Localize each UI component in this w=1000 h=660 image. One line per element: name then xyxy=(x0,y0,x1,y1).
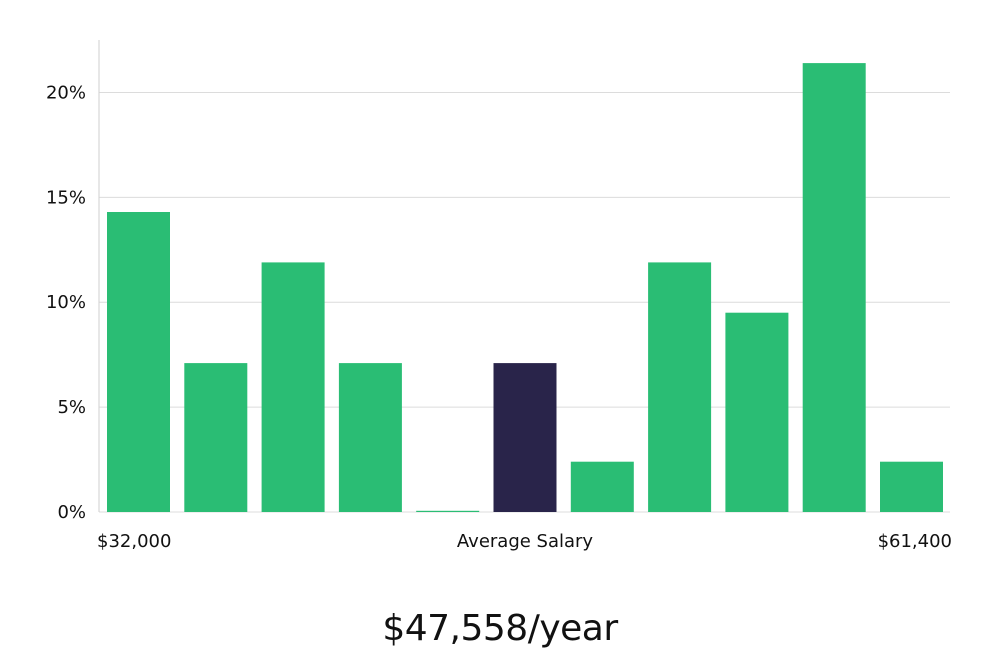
bar xyxy=(648,262,712,512)
average-salary-value: $47,558/year xyxy=(382,608,618,649)
y-tick-label: 20% xyxy=(46,82,86,103)
bars xyxy=(107,63,943,512)
bar xyxy=(184,363,248,512)
x-label-max: $61,400 xyxy=(878,531,952,552)
bar xyxy=(880,461,943,512)
bar-average-salary xyxy=(493,363,557,512)
y-tick-label: 15% xyxy=(46,187,86,208)
bar xyxy=(261,262,325,512)
x-label-min: $32,000 xyxy=(97,531,171,552)
bar xyxy=(802,63,866,512)
y-tick-label: 5% xyxy=(57,397,86,418)
y-tick-label: 0% xyxy=(57,502,86,523)
y-tick-labels: 0% 5% 10% 15% 20% xyxy=(46,82,86,523)
bar xyxy=(725,312,789,512)
bar xyxy=(107,212,170,512)
bar xyxy=(338,363,402,512)
salary-distribution-chart: 0% 5% 10% 15% 20% $32,000 Average Salary $61… xyxy=(46,40,952,552)
bar xyxy=(570,461,634,512)
y-tick-label: 10% xyxy=(46,292,86,313)
bar xyxy=(416,510,480,512)
x-label-average: Average Salary xyxy=(457,531,594,552)
